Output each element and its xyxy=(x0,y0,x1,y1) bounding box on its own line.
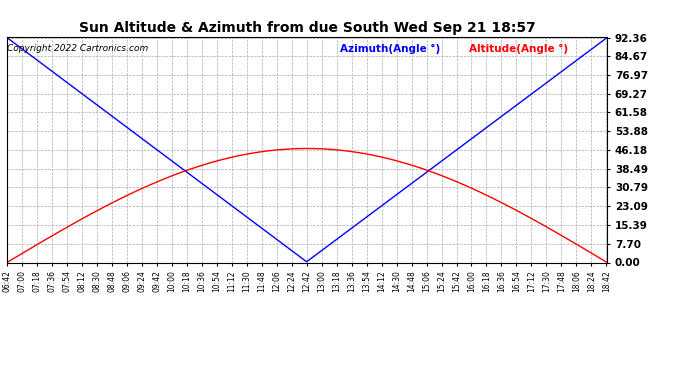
Text: Copyright 2022 Cartronics.com: Copyright 2022 Cartronics.com xyxy=(7,44,148,53)
Title: Sun Altitude & Azimuth from due South Wed Sep 21 18:57: Sun Altitude & Azimuth from due South We… xyxy=(79,21,535,35)
Text: Azimuth(Angle °): Azimuth(Angle °) xyxy=(340,44,440,54)
Text: Altitude(Angle °): Altitude(Angle °) xyxy=(469,44,569,54)
